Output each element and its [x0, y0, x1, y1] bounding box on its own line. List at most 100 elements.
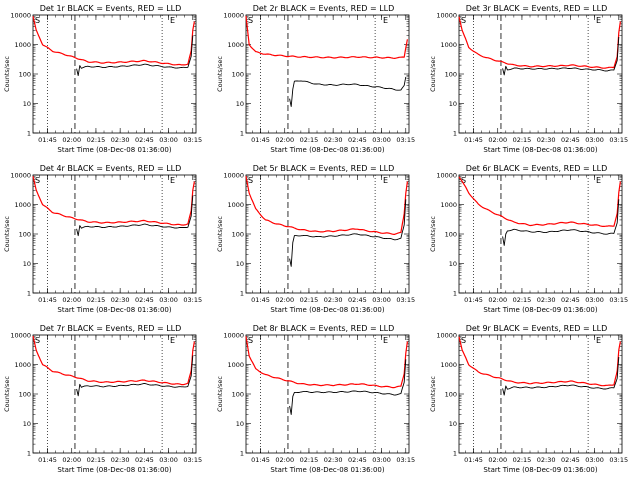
start-marker-label: S [35, 16, 40, 25]
y-tick-label: 1000 [14, 41, 31, 49]
x-tick-label: 03:00 [585, 296, 604, 304]
y-tick-label: 10000 [436, 172, 457, 180]
x-tick-label: 02:00 [62, 456, 81, 464]
y-tick-label: 1 [27, 290, 31, 298]
x-tick-label: 02:15 [300, 136, 319, 144]
y-tick-label: 10000 [10, 332, 31, 340]
x-tick-label: 02:15 [87, 296, 106, 304]
x-tick-label: 02:45 [561, 296, 580, 304]
plot-frame [245, 14, 410, 134]
x-tick-label: 02:30 [111, 456, 130, 464]
y-axis-label: Counts/sec [3, 376, 11, 412]
start-marker-label: S [461, 16, 466, 25]
x-axis-label: Start Time (08-Dec-08 01:36:00) [57, 146, 171, 154]
y-tick-label: 10 [449, 100, 457, 108]
x-tick-label: 03:00 [372, 296, 391, 304]
x-tick-label: 01:45 [251, 136, 270, 144]
x-tick-label: 02:45 [348, 296, 367, 304]
y-tick-label: 1 [240, 290, 244, 298]
x-tick-label: 02:00 [62, 296, 81, 304]
x-tick-label: 02:45 [348, 456, 367, 464]
detector-panel-7: Det 7r BLACK = Events, RED = LLD 1 10 100 10… [3, 324, 202, 474]
y-tick-label: 1000 [227, 201, 244, 209]
x-tick-label: 03:00 [159, 136, 178, 144]
end-marker-label: E [596, 16, 601, 25]
plot-frame [458, 334, 623, 454]
start-marker-label: S [461, 336, 466, 345]
plot-frame [32, 14, 197, 134]
x-tick-label: 02:15 [300, 296, 319, 304]
y-tick-label: 10 [236, 260, 244, 268]
y-axis-label: Counts/sec [429, 56, 437, 92]
x-tick-label: 01:45 [464, 456, 483, 464]
x-tick-label: 01:45 [38, 136, 57, 144]
x-tick-label: 03:00 [372, 456, 391, 464]
y-tick-label: 1000 [440, 41, 457, 49]
end-marker-label: E [170, 16, 175, 25]
plot-frame [32, 334, 197, 454]
y-tick-label: 1000 [227, 41, 244, 49]
events-series-line [76, 355, 194, 397]
x-tick-label: 03:15 [183, 456, 202, 464]
x-tick-label: 02:00 [488, 296, 507, 304]
events-series-line [502, 36, 620, 76]
y-tick-label: 10000 [223, 332, 244, 340]
start-marker-label: S [248, 336, 253, 345]
lld-series-line [245, 336, 408, 389]
x-tick-label: 02:15 [513, 456, 532, 464]
x-tick-label: 02:15 [87, 136, 106, 144]
y-tick-label: 10 [23, 420, 31, 428]
detector-panel-1: Det 1r BLACK = Events, RED = LLD 1 10 100 10… [3, 4, 202, 154]
x-tick-label: 02:15 [87, 456, 106, 464]
y-axis-label: Counts/sec [216, 376, 224, 412]
y-axis-label: Counts/sec [216, 216, 224, 252]
end-marker-label: E [596, 176, 601, 185]
y-axis-label: Counts/sec [216, 56, 224, 92]
x-axis-label: Start Time (08-Dec-08 01:36:00) [483, 146, 597, 154]
lld-series-line [32, 176, 195, 226]
x-tick-label: 02:45 [135, 456, 154, 464]
y-tick-label: 10 [449, 420, 457, 428]
start-marker-label: S [35, 336, 40, 345]
x-tick-label: 03:15 [609, 296, 628, 304]
x-tick-label: 02:30 [537, 296, 556, 304]
x-tick-label: 01:45 [38, 456, 57, 464]
y-axis-label: Counts/sec [429, 216, 437, 252]
lld-series-line [32, 16, 195, 66]
detector-panel-5: Det 5r BLACK = Events, RED = LLD 1 10 100 10… [216, 164, 415, 314]
y-tick-label: 1 [27, 130, 31, 138]
y-tick-label: 10000 [223, 172, 244, 180]
end-marker-label: E [170, 176, 175, 185]
events-series-line [76, 195, 194, 237]
panel-title: Det 3r BLACK = Events, RED = LLD [466, 4, 608, 13]
events-series-line [502, 199, 620, 246]
x-tick-label: 03:00 [159, 296, 178, 304]
y-axis-label: Counts/sec [429, 376, 437, 412]
lld-series-line [458, 176, 621, 227]
lld-series-line [32, 335, 195, 386]
y-tick-label: 1 [27, 450, 31, 458]
panel-title: Det 2r BLACK = Events, RED = LLD [253, 4, 395, 13]
y-tick-label: 100 [19, 71, 31, 79]
detector-panel-9: Det 9r BLACK = Events, RED = LLD 1 10 100 10… [429, 324, 628, 474]
y-tick-label: 1000 [14, 201, 31, 209]
y-tick-label: 1000 [14, 361, 31, 369]
x-tick-label: 01:45 [38, 296, 57, 304]
y-tick-label: 1 [240, 130, 244, 138]
x-tick-label: 03:00 [585, 456, 604, 464]
y-tick-label: 100 [445, 71, 457, 79]
end-marker-label: E [596, 336, 601, 345]
x-axis-label: Start Time (08-Dec-08 01:36:00) [270, 306, 384, 314]
events-series-line [289, 199, 407, 267]
events-series-line [289, 76, 407, 107]
start-marker-label: S [248, 176, 253, 185]
detector-panel-4: Det 4r BLACK = Events, RED = LLD 1 10 100 10… [3, 164, 202, 314]
panel-title: Det 9r BLACK = Events, RED = LLD [466, 324, 608, 333]
x-tick-label: 03:00 [585, 136, 604, 144]
panel-title: Det 8r BLACK = Events, RED = LLD [253, 324, 395, 333]
y-tick-label: 1 [453, 450, 457, 458]
x-axis-label: Start Time (08-Dec-08 01:36:00) [270, 466, 384, 474]
panel-title: Det 5r BLACK = Events, RED = LLD [253, 164, 395, 173]
x-tick-label: 02:30 [537, 456, 556, 464]
